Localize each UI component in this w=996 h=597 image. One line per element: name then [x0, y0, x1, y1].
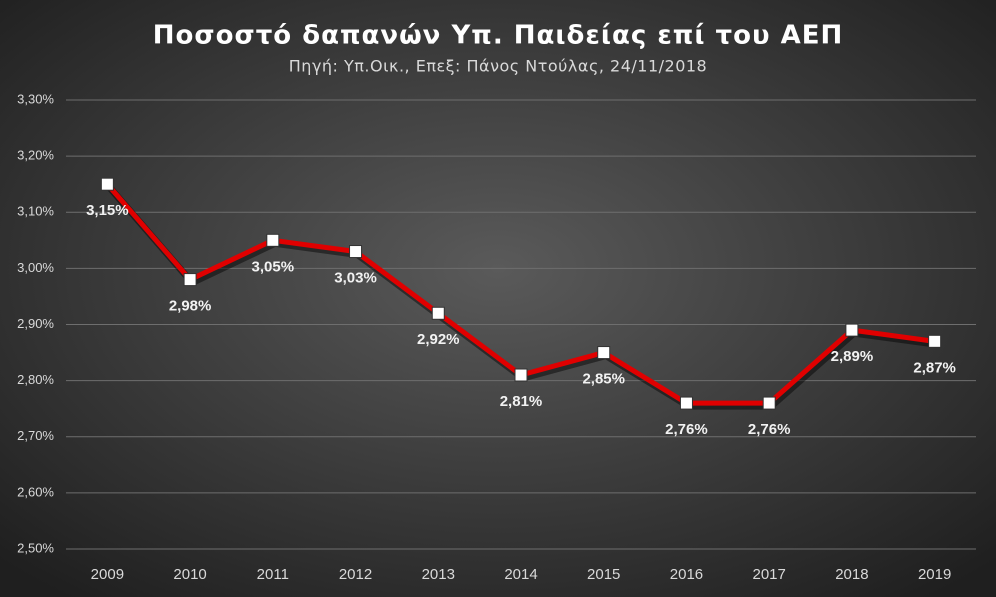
y-tick-label: 3,10%	[17, 204, 54, 219]
data-label: 3,15%	[86, 202, 129, 219]
marker	[845, 323, 859, 337]
y-tick-label: 3,20%	[17, 148, 54, 163]
data-label: 3,03%	[334, 270, 377, 287]
data-label: 2,98%	[169, 298, 212, 315]
data-label: 2,87%	[913, 359, 956, 376]
chart-title: Ποσοστό δαπανών Υπ. Παιδείας επί του ΑΕΠ	[153, 21, 844, 51]
data-label: 2,76%	[748, 421, 791, 438]
x-tick-label: 2015	[587, 566, 620, 583]
marker	[928, 334, 942, 348]
x-tick-label: 2012	[339, 566, 372, 583]
x-tick-label: 2009	[91, 566, 124, 583]
y-tick-label: 2,60%	[17, 484, 54, 499]
data-label: 2,89%	[831, 348, 874, 365]
marker	[514, 368, 528, 382]
x-tick-label: 2011	[257, 566, 289, 583]
x-tick-label: 2010	[173, 566, 206, 583]
y-tick-label: 3,00%	[17, 260, 54, 275]
x-tick-label: 2013	[422, 566, 455, 583]
marker	[349, 245, 363, 259]
marker	[431, 306, 445, 320]
marker	[597, 346, 611, 360]
data-label: 2,92%	[417, 331, 460, 348]
x-tick-label: 2016	[670, 566, 703, 583]
y-tick-label: 2,50%	[17, 540, 54, 555]
x-tick-label: 2018	[835, 566, 868, 583]
marker	[762, 396, 776, 410]
chart-subtitle: Πηγή: Υπ.Οικ., Επεξ: Πάνος Ντούλας, 24/1…	[289, 57, 707, 76]
x-tick-label: 2017	[752, 566, 785, 583]
x-tick-label: 2019	[918, 566, 951, 583]
y-tick-label: 2,90%	[17, 316, 54, 331]
y-tick-label: 2,80%	[17, 372, 54, 387]
x-tick-label: 2014	[504, 566, 537, 583]
marker	[183, 273, 197, 287]
data-label: 2,76%	[665, 421, 708, 438]
y-tick-label: 2,70%	[17, 428, 54, 443]
marker	[679, 396, 693, 410]
marker	[266, 233, 280, 247]
data-label: 3,05%	[252, 258, 295, 275]
marker	[100, 177, 114, 191]
data-label: 2,81%	[500, 393, 543, 410]
y-tick-label: 3,30%	[17, 91, 54, 106]
data-label: 2,85%	[582, 371, 625, 388]
